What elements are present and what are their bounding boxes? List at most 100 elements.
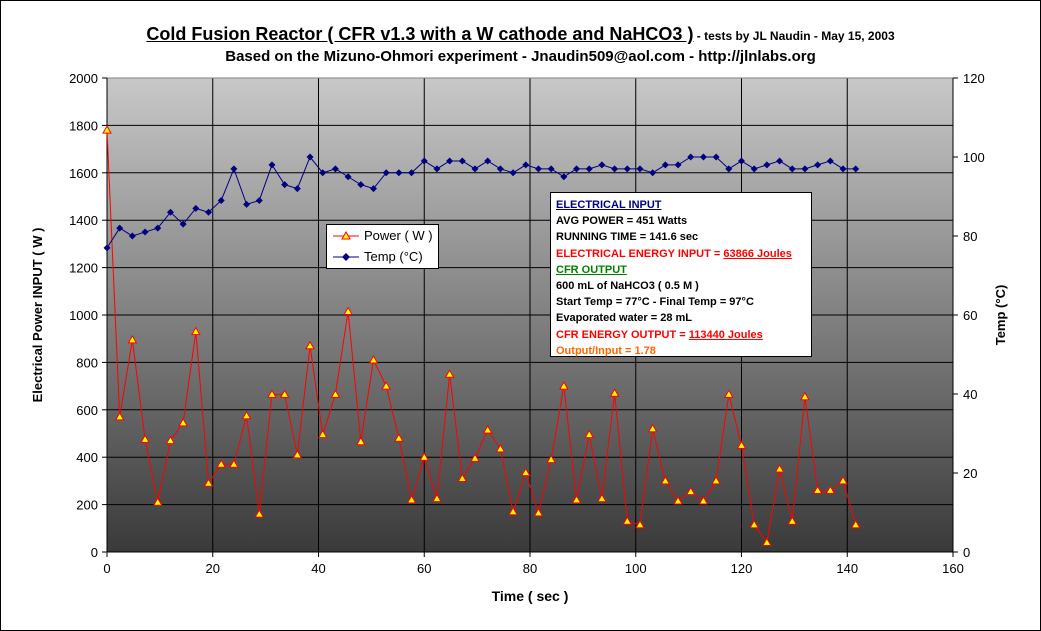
temp-point xyxy=(484,157,492,165)
temp-point xyxy=(839,165,847,173)
temp-point xyxy=(496,165,504,173)
power-point xyxy=(558,381,569,390)
power-point xyxy=(152,497,163,506)
power-point xyxy=(597,493,607,503)
temp-point xyxy=(776,157,784,165)
temp-point xyxy=(306,153,314,161)
temp-point xyxy=(217,196,225,204)
power-point xyxy=(482,424,493,434)
series-power xyxy=(102,125,861,547)
temp-point xyxy=(281,181,289,189)
temp-point xyxy=(154,224,162,232)
power-point xyxy=(165,435,176,445)
temp-point xyxy=(738,157,745,165)
power-point xyxy=(127,334,138,344)
power-point xyxy=(685,486,696,496)
temp-point xyxy=(801,165,809,173)
energy-input-value: 63866 Joules xyxy=(723,247,792,260)
temp-point xyxy=(585,165,593,173)
legend-power-swatch xyxy=(333,230,359,240)
temp-point xyxy=(560,173,568,181)
temp-point xyxy=(623,165,631,173)
temp-point xyxy=(699,153,707,161)
temp-point xyxy=(293,185,301,193)
power-point xyxy=(800,391,810,401)
y2-tick-label: 120 xyxy=(963,71,985,86)
power-point xyxy=(140,434,150,443)
x-tick-label: 100 xyxy=(625,561,647,576)
temp-point xyxy=(420,157,428,165)
y2-tick-label: 80 xyxy=(963,229,977,244)
x-tick-label: 20 xyxy=(206,561,220,576)
power-point xyxy=(114,411,125,421)
temp-point xyxy=(509,169,517,177)
electrical-input-heading: ELECTRICAL INPUT xyxy=(556,199,662,211)
y-tick-label: 1000 xyxy=(69,308,98,323)
temp-point xyxy=(763,161,771,169)
legend-temp-swatch xyxy=(333,253,359,261)
temp-point xyxy=(750,165,758,173)
energy-output-value: 113440 Joules xyxy=(688,328,763,341)
avg-power: AVG POWER = 451 Watts xyxy=(556,215,688,228)
power-point xyxy=(216,459,227,468)
temp-point xyxy=(128,232,136,240)
temp-point xyxy=(471,165,479,173)
x-tick-label: 40 xyxy=(311,561,325,576)
temp-point xyxy=(331,165,339,173)
temp-point xyxy=(687,153,695,161)
legend-item-temp: Temp (°C) xyxy=(327,247,438,267)
x-axis-label: Time ( sec ) xyxy=(492,588,569,604)
temp-point xyxy=(446,157,454,165)
power-point xyxy=(762,537,772,547)
power-point xyxy=(825,485,836,494)
temp-point xyxy=(598,161,606,169)
y2-tick-label: 100 xyxy=(963,150,985,165)
chart-title: Cold Fusion Reactor ( CFR v1.3 with a W … xyxy=(0,24,1041,45)
power-point xyxy=(736,440,747,449)
power-point xyxy=(444,369,455,378)
y-tick-label: 1200 xyxy=(69,261,98,276)
temp-point xyxy=(725,165,733,173)
chart-title-suffix: - tests by JL Naudin - May 15, 2003 xyxy=(693,29,895,43)
power-point xyxy=(203,478,214,487)
power-point xyxy=(723,389,734,398)
temp-point xyxy=(205,208,213,216)
temp-point xyxy=(369,185,377,193)
temp-point xyxy=(141,228,149,236)
y-tick-label: 600 xyxy=(76,403,98,418)
y2-axis-label: Temp (°C) xyxy=(993,285,1008,346)
power-point xyxy=(838,475,848,485)
legend-power-label: Power ( W ) xyxy=(364,228,433,243)
power-point xyxy=(355,436,366,446)
temp-point xyxy=(230,165,238,173)
power-point xyxy=(546,454,557,464)
y2-tick-label: 20 xyxy=(963,466,977,481)
power-point xyxy=(787,516,798,525)
y-tick-label: 1400 xyxy=(69,213,98,228)
temp-point xyxy=(611,165,619,173)
power-point xyxy=(406,494,417,504)
temp-point xyxy=(344,173,352,181)
series-temp xyxy=(103,153,860,252)
temp-point xyxy=(357,181,365,189)
y-tick-label: 400 xyxy=(76,450,98,465)
power-point xyxy=(635,519,645,529)
x-tick-label: 60 xyxy=(417,561,431,576)
power-point xyxy=(622,516,633,525)
output-input-ratio: Output/Input = 1.78 xyxy=(556,344,656,357)
power-point xyxy=(673,496,683,505)
temp-point xyxy=(382,169,390,177)
y2-tick-label: 0 xyxy=(963,545,970,560)
power-point xyxy=(647,423,658,433)
temp-point xyxy=(534,165,542,173)
x-tick-label: 80 xyxy=(523,561,537,576)
temp-point xyxy=(547,165,555,173)
y-tick-label: 2000 xyxy=(69,71,98,86)
power-point xyxy=(381,381,392,390)
power-point xyxy=(812,485,823,494)
power-point xyxy=(254,509,265,518)
x-tick-label: 120 xyxy=(731,561,753,576)
temp-point xyxy=(852,165,860,173)
tick-labels: 0200400600800100012001400160018002000020… xyxy=(69,71,985,576)
energy-input-line: ELECTRICAL ENERGY INPUT = 63866 Joules xyxy=(556,246,811,262)
